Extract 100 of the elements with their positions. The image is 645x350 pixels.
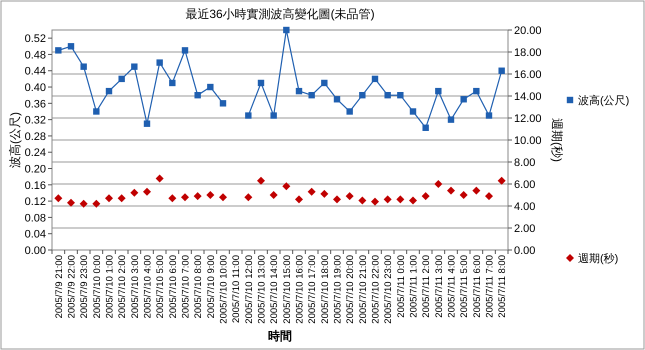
point xyxy=(207,84,214,90)
point xyxy=(92,200,100,208)
x-tick-label: 2005/7/10 8:00 xyxy=(193,255,204,318)
y-tick-label: 0.40 xyxy=(24,82,46,94)
x-tick-label: 2005/7/11 4:00 xyxy=(446,255,458,318)
point xyxy=(257,176,265,185)
point xyxy=(308,92,315,98)
point xyxy=(384,195,392,204)
point xyxy=(68,43,74,50)
y-tick-label: 0.28 xyxy=(24,130,46,143)
x-tick-label: 2005/7/10 5:00 xyxy=(155,255,166,318)
point xyxy=(130,188,138,197)
y2-tick-label: 4.00 xyxy=(514,201,536,213)
x-tick-label: 2005/7/10 4:00 xyxy=(142,255,154,318)
y-tick-label: 0.12 xyxy=(24,196,46,208)
x-tick-label: 2005/7/10 2:00 xyxy=(117,255,128,318)
y-tick-label: 0.08 xyxy=(24,212,46,224)
point xyxy=(144,120,150,127)
y-tick-label: 0.36 xyxy=(24,98,46,110)
point xyxy=(397,92,404,98)
point xyxy=(206,191,214,199)
x-tick-label: 2005/7/10 7:00 xyxy=(180,255,192,318)
point xyxy=(54,194,62,202)
x-tick-label: 2005/7/10 14:00 xyxy=(269,255,280,324)
point xyxy=(485,192,493,200)
point xyxy=(447,186,455,195)
x-tick-label: 2005/7/10 21:00 xyxy=(358,255,369,324)
point xyxy=(67,198,75,207)
point xyxy=(422,124,429,131)
point xyxy=(372,76,378,82)
y2-tick-label: 16.00 xyxy=(514,69,542,81)
point xyxy=(131,63,138,70)
chart-title: 最近36小時實測波高變化圖(未品管) xyxy=(185,7,375,21)
point xyxy=(448,116,454,123)
point xyxy=(93,108,100,115)
point xyxy=(334,96,340,102)
point xyxy=(460,96,467,102)
point xyxy=(371,198,379,206)
x-tick-label: 2005/7/10 1:00 xyxy=(104,255,116,318)
point xyxy=(270,191,278,199)
x-tick-label: 2005/7/10 15:00 xyxy=(282,255,293,324)
y2-tick-label: 0.00 xyxy=(514,245,536,257)
y2-axis-title: 週期(秒) xyxy=(550,118,564,162)
point xyxy=(143,188,151,196)
y2-tick-label: 2.00 xyxy=(514,223,536,235)
x-tick-label: 2005/7/11 3:00 xyxy=(434,255,445,318)
y-tick-label: 0.24 xyxy=(24,147,46,160)
point xyxy=(384,92,391,98)
point xyxy=(194,92,201,98)
x-tick-label: 2005/7/9 23:00 xyxy=(79,255,90,318)
y-tick-label: 0.16 xyxy=(24,180,46,192)
point xyxy=(169,80,176,86)
point xyxy=(118,76,125,82)
legend-label: 週期(秒) xyxy=(578,253,618,265)
point xyxy=(283,26,290,34)
y-tick-label: 0.32 xyxy=(24,114,46,127)
y-tick-label: 0.48 xyxy=(24,49,46,62)
y2-tick-label: 10.00 xyxy=(514,135,542,147)
point xyxy=(346,192,354,200)
point xyxy=(244,193,252,202)
x-tick-label: 2005/7/11 6:00 xyxy=(472,255,483,318)
point xyxy=(473,88,480,94)
point xyxy=(219,193,227,202)
x-tick-label: 2005/7/10 17:00 xyxy=(307,255,318,324)
point xyxy=(486,112,492,119)
point xyxy=(320,190,328,198)
point xyxy=(435,88,442,94)
x-tick-label: 2005/7/11 0:00 xyxy=(396,255,407,318)
point xyxy=(498,68,505,74)
point xyxy=(106,88,112,94)
y-tick-label: 0.00 xyxy=(24,245,46,257)
point xyxy=(422,192,430,200)
y2-tick-label: 20.00 xyxy=(514,25,542,37)
x-tick-label: 2005/7/11 7:00 xyxy=(484,255,496,318)
point xyxy=(182,47,188,54)
x-tick-label: 2005/7/10 6:00 xyxy=(168,255,179,318)
legend-label: 波高(公尺) xyxy=(578,94,630,107)
x-tick-label: 2005/7/11 1:00 xyxy=(408,255,420,318)
point xyxy=(118,194,126,202)
point xyxy=(181,193,189,202)
y-axis-title: 波高(公尺) xyxy=(8,112,22,168)
x-tick-label: 2005/7/9 21:00 xyxy=(54,255,65,318)
point xyxy=(168,194,176,202)
point xyxy=(295,195,303,204)
point xyxy=(156,59,163,66)
point xyxy=(270,112,277,119)
point xyxy=(156,174,164,182)
x-tick-label: 2005/7/11 2:00 xyxy=(421,255,432,318)
point xyxy=(308,188,316,196)
y-tick-label: 0.52 xyxy=(24,33,46,46)
x-tick-label: 2005/7/10 3:00 xyxy=(130,255,141,318)
x-tick-label: 2005/7/10 19:00 xyxy=(332,255,344,324)
point xyxy=(358,196,366,204)
x-tick-label: 2005/7/10 18:00 xyxy=(320,255,331,324)
y2-tick-label: 8.00 xyxy=(514,157,536,169)
point xyxy=(359,92,366,98)
y2-tick-label: 14.00 xyxy=(514,91,542,103)
point xyxy=(80,63,87,70)
x-tick-label: 2005/7/10 11:00 xyxy=(231,255,242,323)
x-tick-label: 2005/7/10 22:00 xyxy=(370,255,382,324)
